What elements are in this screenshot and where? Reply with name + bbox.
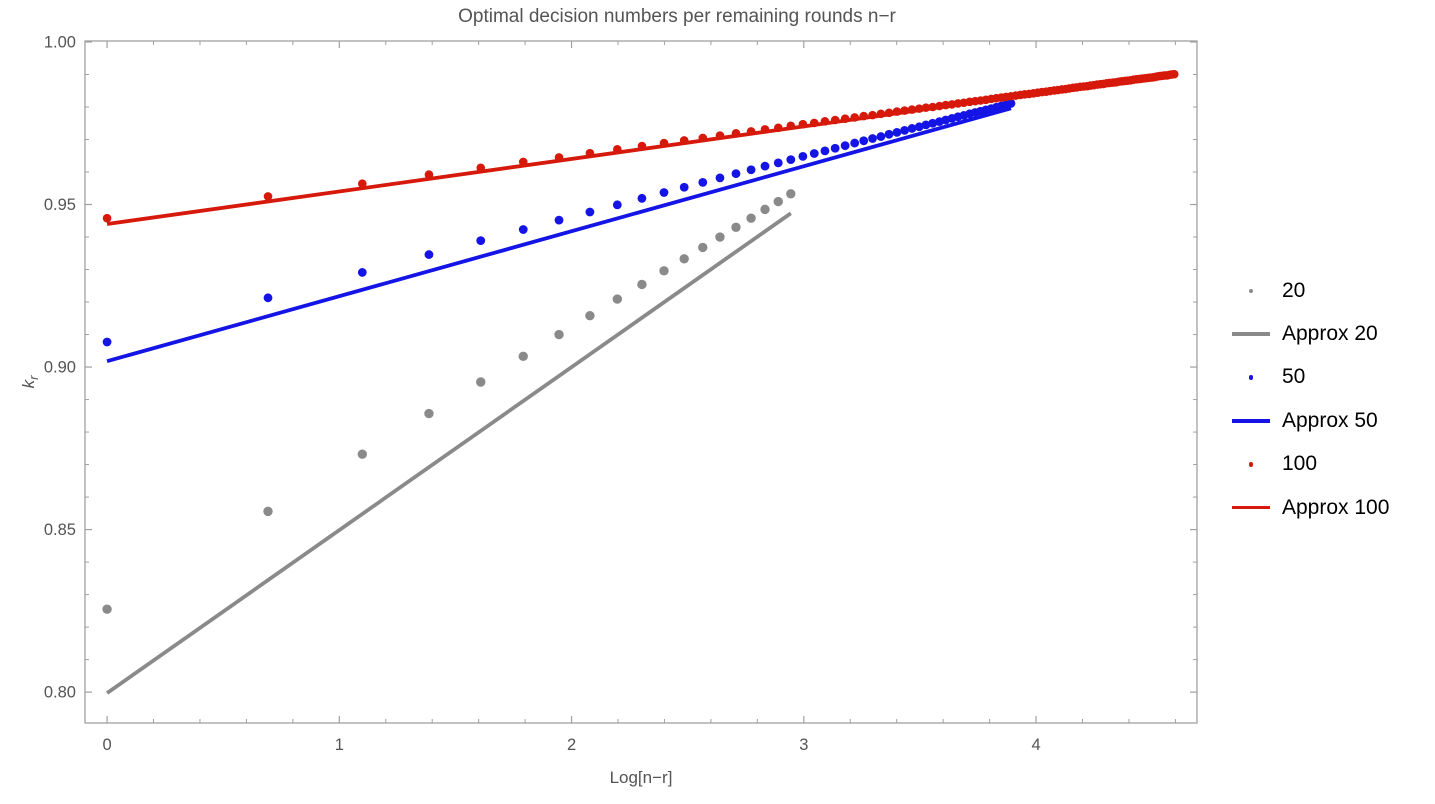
- axis-ticks: [85, 41, 1197, 723]
- svg-text:0: 0: [102, 736, 111, 754]
- svg-text:0.95: 0.95: [44, 196, 76, 214]
- series-approx-50: [106, 106, 1012, 364]
- svg-text:1.00: 1.00: [44, 33, 76, 51]
- legend-item-50: 50: [1220, 356, 1389, 399]
- legend-marker-line-approx-50: [1220, 419, 1282, 423]
- y-axis-label: kr: [18, 375, 42, 389]
- svg-text:4: 4: [1031, 736, 1040, 754]
- legend-item-approx-50: Approx 50: [1220, 399, 1389, 442]
- svg-text:0.85: 0.85: [44, 521, 76, 539]
- axis-tick-labels: 0 1 2 3 4 0.80 0.85 0.90 0.95 1.00: [44, 33, 1041, 754]
- series-20: [102, 189, 796, 614]
- svg-text:2: 2: [567, 736, 576, 754]
- x-axis-label: Log[n−r]: [609, 768, 673, 787]
- legend-item-approx-100: Approx 100: [1220, 486, 1389, 529]
- legend-item-label: Approx 20: [1282, 322, 1378, 346]
- legend-marker-line-approx-20: [1220, 332, 1282, 336]
- legend-item-label: Approx 50: [1282, 408, 1378, 432]
- series-approx-20: [105, 211, 792, 695]
- legend-item-label: 100: [1282, 452, 1318, 476]
- legend-marker-line-approx-100: [1220, 505, 1282, 510]
- series-50: [102, 99, 1016, 347]
- legend-item-approx-20: Approx 20: [1220, 312, 1389, 355]
- svg-text:1: 1: [335, 736, 344, 754]
- legend-marker-dot-20: [1220, 288, 1282, 293]
- legend-marker-dot-50: [1220, 375, 1282, 380]
- legend-item-label: 20: [1282, 278, 1306, 302]
- legend-item-100: 100: [1220, 443, 1389, 486]
- legend: 20 Approx 20 50 Approx 50 100 Approx 100: [1220, 269, 1389, 529]
- legend-marker-dot-100: [1220, 461, 1282, 467]
- svg-text:0.80: 0.80: [44, 684, 76, 702]
- svg-text:3: 3: [799, 736, 808, 754]
- legend-item-label: 50: [1282, 365, 1306, 389]
- legend-item-20: 20: [1220, 269, 1389, 312]
- plot-frame: [84, 40, 1198, 724]
- plot-title: Optimal decision numbers per remaining r…: [458, 6, 896, 27]
- svg-text:0.90: 0.90: [44, 359, 76, 377]
- legend-item-label: Approx 100: [1282, 495, 1390, 519]
- series-approx-100: [106, 72, 1175, 226]
